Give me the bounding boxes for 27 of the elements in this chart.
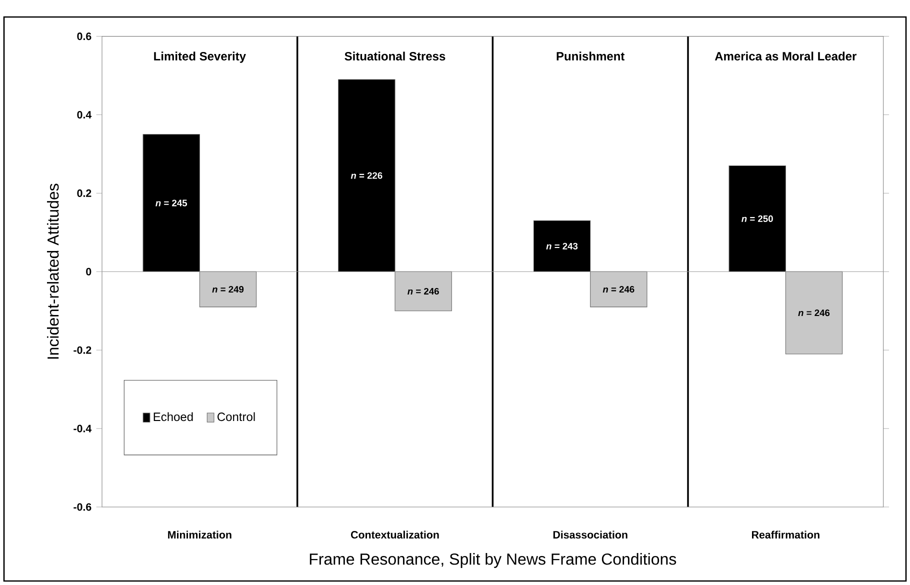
- y-tick-label: -0.4: [74, 424, 92, 432]
- annotation: n = 249: [212, 286, 244, 293]
- y-tick-label: -0.2: [74, 346, 92, 354]
- x-tick-label: Disassociation: [553, 530, 628, 539]
- annotation: Limited Severity: [154, 52, 246, 63]
- y-tick-label: -0.6: [74, 503, 92, 511]
- x-tick-label: Contextualization: [351, 530, 439, 539]
- annotation: America as Moral Leader: [714, 52, 857, 61]
- y-axis-title: Incident-related Attitudes: [47, 184, 59, 359]
- annotation: n = 250: [742, 215, 773, 222]
- x-axis-title: Frame Resonance, Split by News Frame Conditions: [310, 553, 676, 568]
- legend-label: Echoed: [154, 412, 193, 422]
- annotation: Punishment: [556, 52, 625, 61]
- x-tick-label: Minimization: [168, 530, 232, 539]
- annotation: n = 245: [156, 200, 188, 206]
- annotation: Situational Stress: [344, 52, 446, 61]
- annotation: n = 243: [546, 242, 578, 250]
- legend-label: Control: [218, 412, 255, 422]
- annotation: n = 226: [350, 172, 382, 179]
- y-tick-label: 0.4: [77, 110, 92, 119]
- annotation: n = 246: [602, 286, 634, 293]
- y-tick-label: 0.6: [77, 32, 92, 40]
- y-tick-label: 0.2: [77, 189, 92, 197]
- x-tick-label: Reaffirmation: [752, 530, 820, 539]
- annotation: n = 246: [408, 288, 439, 295]
- annotation: n = 246: [798, 310, 830, 316]
- y-tick-label: 0: [86, 268, 92, 276]
